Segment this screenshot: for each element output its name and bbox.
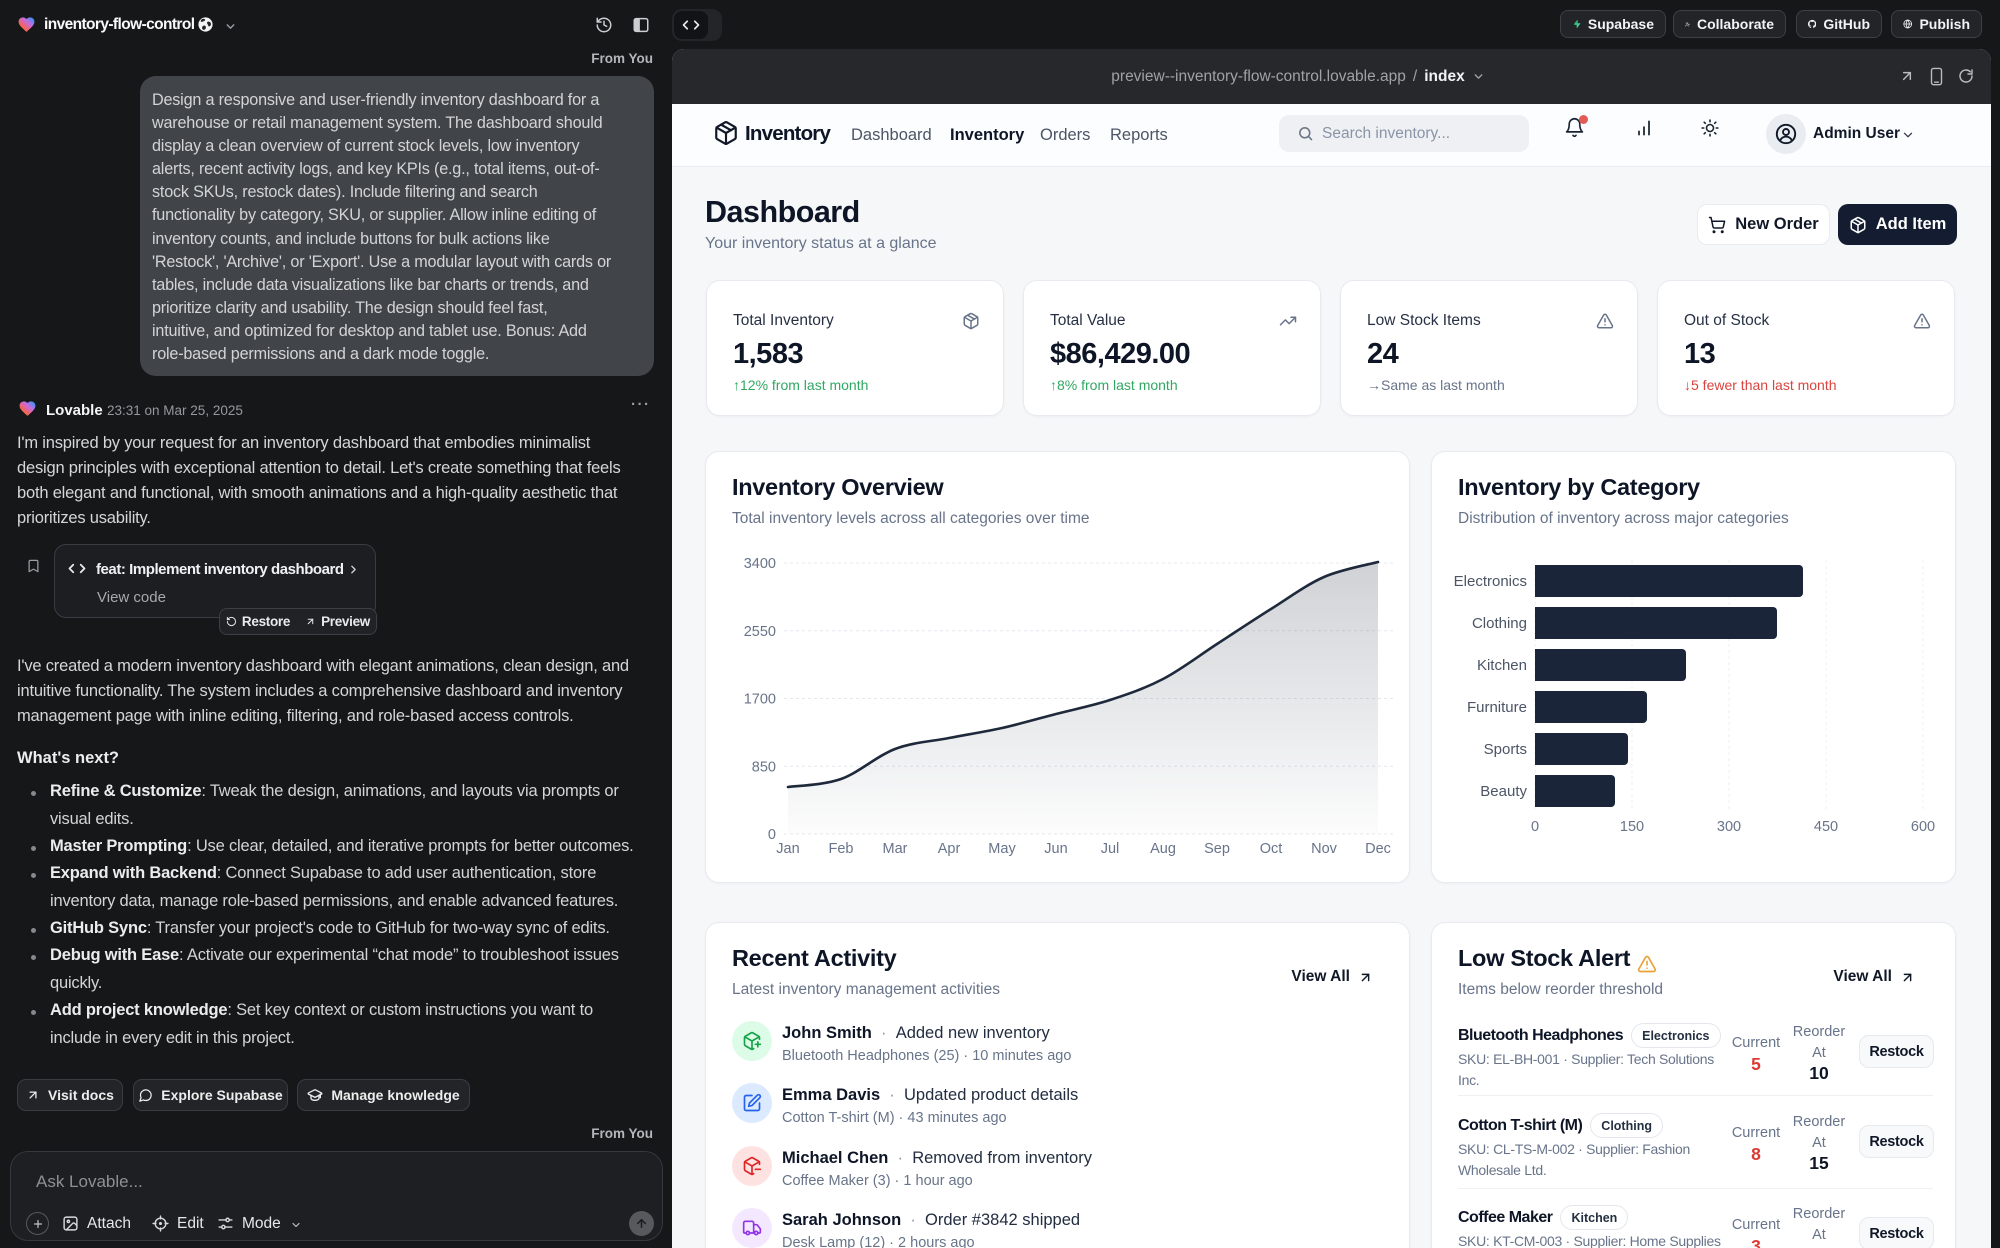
svg-text:Sports: Sports xyxy=(1484,741,1527,758)
svg-text:600: 600 xyxy=(1911,819,1935,835)
svg-text:850: 850 xyxy=(752,759,776,775)
svg-text:Sep: Sep xyxy=(1204,841,1230,857)
svg-text:Apr: Apr xyxy=(938,841,961,857)
svg-text:Kitchen: Kitchen xyxy=(1477,657,1527,674)
svg-text:1700: 1700 xyxy=(744,692,776,708)
svg-text:Jun: Jun xyxy=(1044,841,1067,857)
svg-text:0: 0 xyxy=(768,827,776,843)
svg-text:Electronics: Electronics xyxy=(1454,573,1527,590)
svg-text:Furniture: Furniture xyxy=(1467,699,1527,716)
svg-text:Jan: Jan xyxy=(776,841,799,857)
svg-text:Beauty: Beauty xyxy=(1480,783,1527,800)
svg-text:Mar: Mar xyxy=(883,841,908,857)
svg-text:Oct: Oct xyxy=(1260,841,1283,857)
svg-text:2550: 2550 xyxy=(744,624,776,640)
svg-text:0: 0 xyxy=(1531,819,1539,835)
svg-text:300: 300 xyxy=(1717,819,1741,835)
svg-text:450: 450 xyxy=(1814,819,1838,835)
svg-text:Feb: Feb xyxy=(829,841,854,857)
svg-text:Clothing: Clothing xyxy=(1472,615,1527,632)
svg-text:Dec: Dec xyxy=(1365,841,1391,857)
svg-text:3400: 3400 xyxy=(744,556,776,572)
svg-text:May: May xyxy=(988,841,1016,857)
svg-text:Aug: Aug xyxy=(1150,841,1176,857)
svg-text:Nov: Nov xyxy=(1311,841,1338,857)
svg-text:Jul: Jul xyxy=(1101,841,1120,857)
svg-text:150: 150 xyxy=(1620,819,1644,835)
